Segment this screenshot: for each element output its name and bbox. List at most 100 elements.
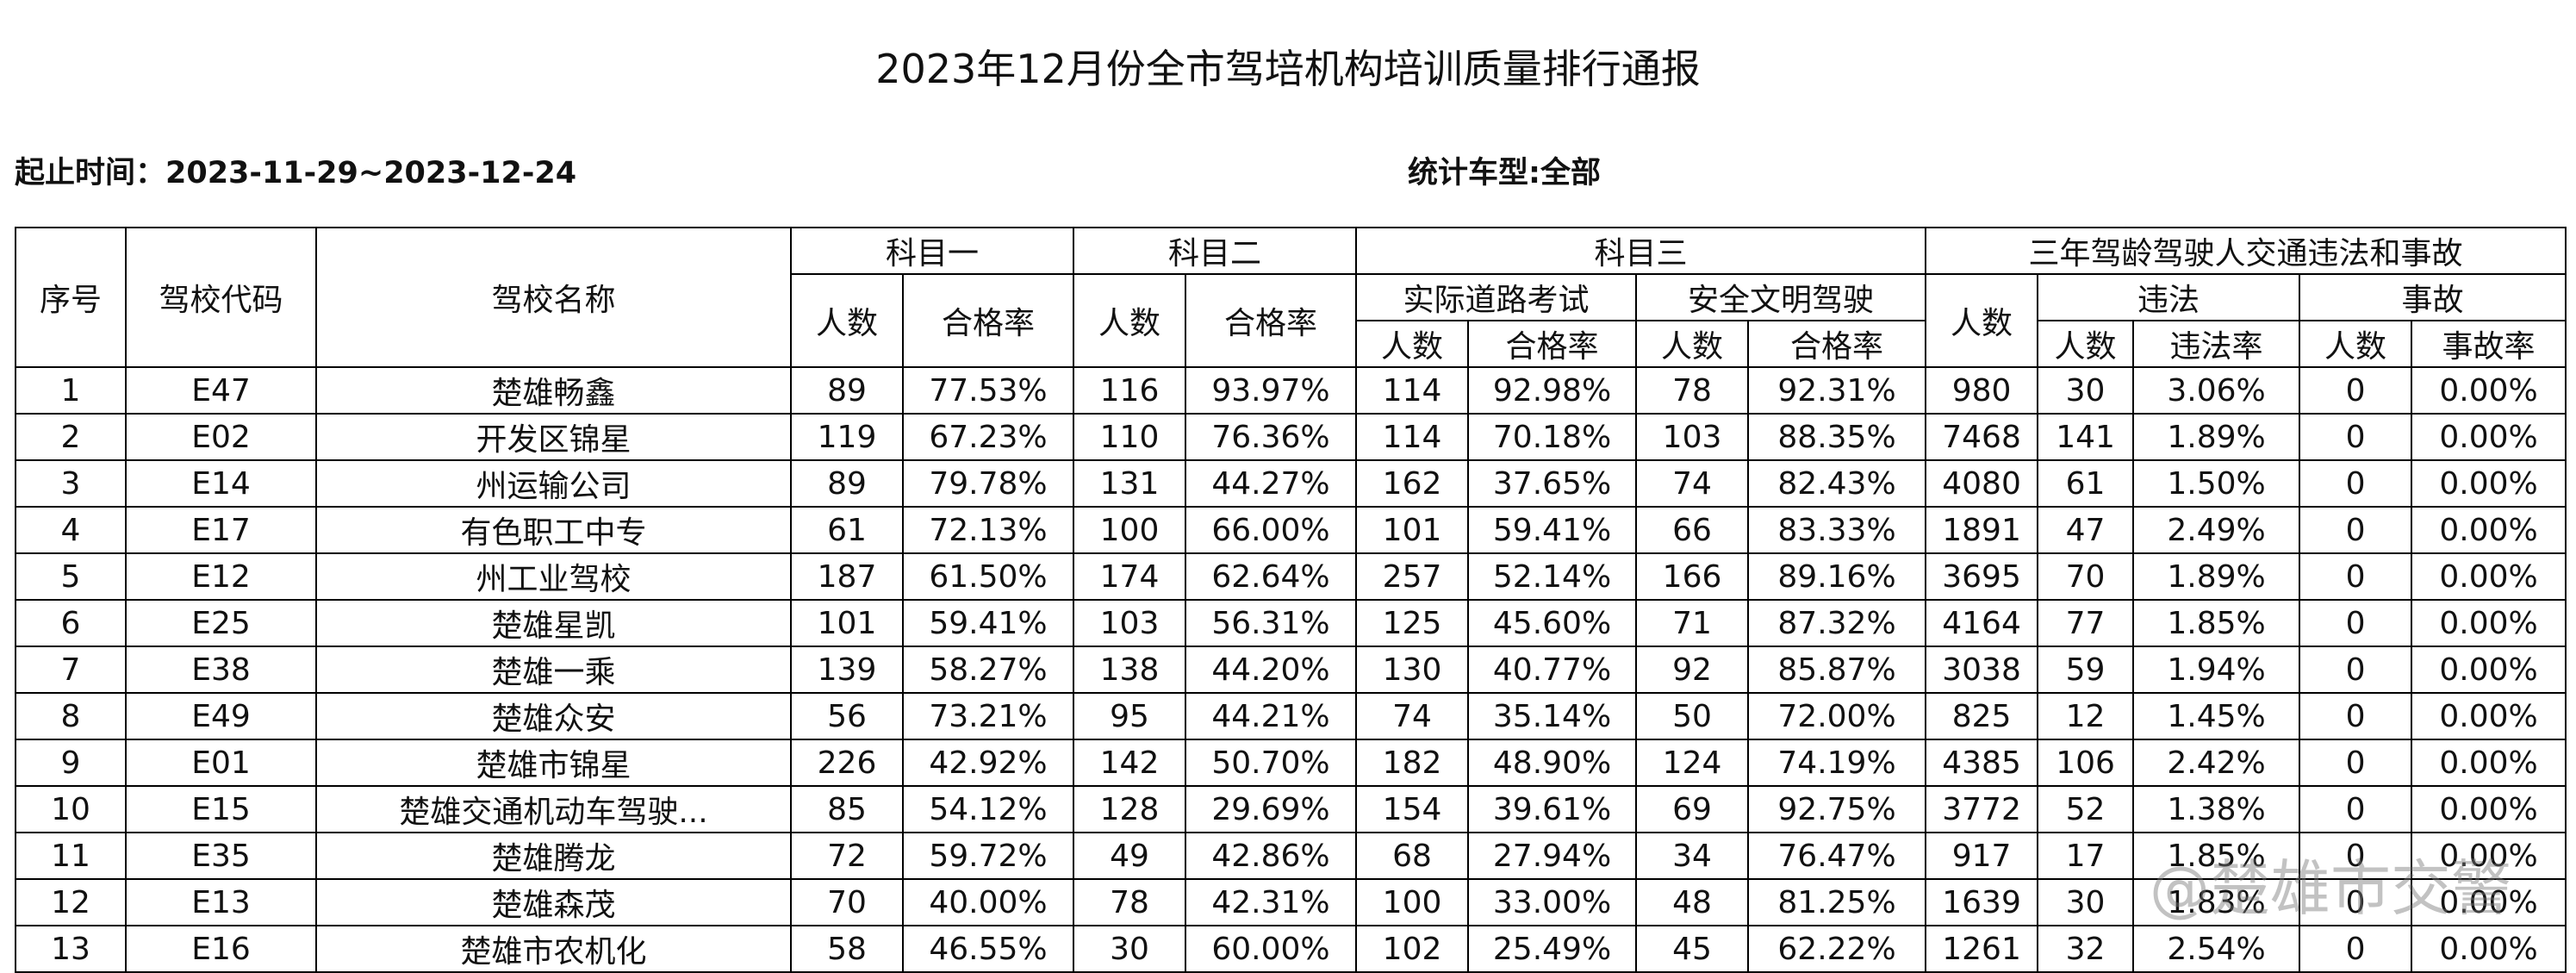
- table-cell: 44.27%: [1185, 459, 1358, 508]
- title: 2023年12月份全市驾培机构培训质量排行通报: [875, 46, 1701, 92]
- header-cell: 科目二: [1073, 227, 1358, 275]
- header-cell: 人数: [2037, 320, 2135, 368]
- table-body: 1 E47 楚雄畅鑫 89 77.53% 116 93.97% 114 92.98% 78 92.3…: [15, 366, 2567, 973]
- table-cell: 72: [790, 832, 904, 880]
- table-cell: 楚雄一乘: [315, 646, 792, 694]
- table-row: 4 E17 有色职工中专 61 72.13% 100 66.00% 101 59.41% 66 83…: [15, 506, 2567, 554]
- header-cell: 合格率: [1747, 320, 1927, 368]
- table-cell: E25: [125, 599, 317, 647]
- header-cell: 科目一: [789, 227, 1075, 275]
- table-cell: 40.00%: [901, 878, 1075, 926]
- table-cell: 4385: [1925, 739, 2039, 787]
- table-cell: 59: [2037, 646, 2135, 694]
- table-cell: 50: [1635, 692, 1750, 740]
- table-cell: 6: [15, 599, 127, 647]
- table-cell: 47: [2037, 506, 2135, 554]
- table-cell: 93.97%: [1185, 366, 1358, 415]
- table-cell: 0: [2299, 878, 2413, 926]
- table-cell: 79.78%: [901, 459, 1075, 508]
- table-cell: 72.00%: [1747, 692, 1927, 740]
- table-cell: 187: [790, 552, 904, 601]
- table-cell: 56.31%: [1185, 599, 1358, 647]
- table-cell: E47: [125, 366, 317, 415]
- table-cell: 7: [15, 646, 127, 694]
- header-cell: 科目三: [1355, 227, 1927, 275]
- table-cell: 7468: [1925, 413, 2039, 461]
- header-cell: 违法: [2037, 273, 2301, 321]
- table-cell: 0: [2299, 785, 2413, 833]
- table-cell: 142: [1073, 739, 1187, 787]
- table-cell: 33.00%: [1467, 878, 1638, 926]
- table-cell: 154: [1355, 785, 1470, 833]
- table-cell: 0.00%: [2411, 506, 2567, 554]
- table-cell: 17: [2037, 832, 2135, 880]
- table-cell: 92.98%: [1467, 366, 1638, 415]
- table-cell: 30: [2037, 878, 2135, 926]
- table-cell: 楚雄腾龙: [315, 832, 792, 880]
- table-row: 8 E49 楚雄众安 56 73.21% 95 44.21% 74 35.14% 50 72.00%…: [15, 692, 2567, 740]
- header-cell: 驾校代码: [125, 227, 317, 368]
- header-cell: 合格率: [901, 273, 1075, 368]
- table-cell: 0.00%: [2411, 366, 2567, 415]
- table-cell: 114: [1355, 366, 1470, 415]
- table-cell: 0: [2299, 552, 2413, 601]
- table-row: 7 E38 楚雄一乘 139 58.27% 138 44.20% 130 40.77% 92 85.…: [15, 646, 2567, 694]
- table-cell: 85.87%: [1747, 646, 1927, 694]
- header-cell: 人数: [1635, 320, 1750, 368]
- table-cell: 1639: [1925, 878, 2039, 926]
- header-cell: 人数: [1073, 273, 1187, 368]
- table-cell: 72.13%: [901, 506, 1075, 554]
- table-cell: 74.19%: [1747, 739, 1927, 787]
- table-cell: 8: [15, 692, 127, 740]
- table-cell: 37.65%: [1467, 459, 1638, 508]
- table-cell: 58.27%: [901, 646, 1075, 694]
- table-cell: 980: [1925, 366, 2039, 415]
- table-cell: 110: [1073, 413, 1187, 461]
- table-cell: 0: [2299, 506, 2413, 554]
- table-cell: 0.00%: [2411, 925, 2567, 973]
- table-cell: E16: [125, 925, 317, 973]
- table-cell: 66.00%: [1185, 506, 1358, 554]
- table-cell: 71: [1635, 599, 1750, 647]
- table-cell: 0.00%: [2411, 459, 2567, 508]
- table-cell: 3.06%: [2132, 366, 2301, 415]
- table-cell: 2.49%: [2132, 506, 2301, 554]
- table-cell: 1.50%: [2132, 459, 2301, 508]
- table-cell: E01: [125, 739, 317, 787]
- table-cell: E35: [125, 832, 317, 880]
- table-cell: 0.00%: [2411, 878, 2567, 926]
- table-cell: 39.61%: [1467, 785, 1638, 833]
- table-cell: 2.42%: [2132, 739, 2301, 787]
- table-cell: 52.14%: [1467, 552, 1638, 601]
- table-cell: 70: [790, 878, 904, 926]
- vehicle-type: 统计车型:全部: [1408, 156, 1601, 190]
- table-cell: 70: [2037, 552, 2135, 601]
- table-cell: 95: [1073, 692, 1187, 740]
- table-cell: 44.21%: [1185, 692, 1358, 740]
- table-cell: 141: [2037, 413, 2135, 461]
- ranking-table: 序号 驾校代码 驾校名称 科目一 科目二 科目三 三年驾龄驾驶人交通违法和事故 …: [15, 227, 2567, 973]
- table-cell: 226: [790, 739, 904, 787]
- table-cell: 楚雄星凯: [315, 599, 792, 647]
- table-cell: E49: [125, 692, 317, 740]
- table-cell: 42.92%: [901, 739, 1075, 787]
- table-cell: E02: [125, 413, 317, 461]
- table-cell: 92.31%: [1747, 366, 1927, 415]
- table-cell: 30: [2037, 366, 2135, 415]
- table-cell: 89.16%: [1747, 552, 1927, 601]
- table-cell: 1891: [1925, 506, 2039, 554]
- table-row: 10 E15 楚雄交通机动车驾驶... 85 54.12% 128 29.69% 154 39.…: [15, 785, 2567, 833]
- table-cell: 29.69%: [1185, 785, 1358, 833]
- table-cell: 42.31%: [1185, 878, 1358, 926]
- table-cell: 11: [15, 832, 127, 880]
- table-cell: 0.00%: [2411, 739, 2567, 787]
- table-cell: 0: [2299, 599, 2413, 647]
- table-cell: 5: [15, 552, 127, 601]
- table-cell: 100: [1355, 878, 1470, 926]
- table-cell: 0: [2299, 413, 2413, 461]
- table-cell: 楚雄市锦星: [315, 739, 792, 787]
- watermark: @楚雄市交警: [2150, 853, 2511, 924]
- table-cell: 1.38%: [2132, 785, 2301, 833]
- table-cell: E12: [125, 552, 317, 601]
- table-cell: 131: [1073, 459, 1187, 508]
